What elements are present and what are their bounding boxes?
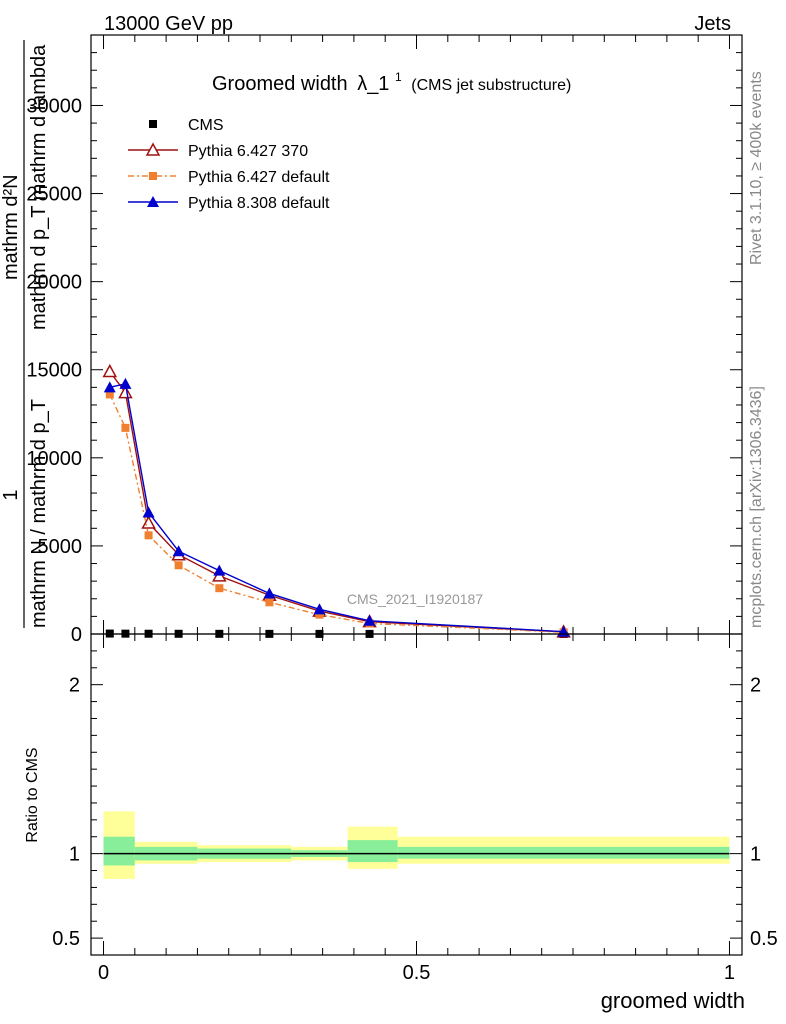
x-tick-label: 0 bbox=[98, 962, 109, 984]
main-y-tick-label: 25000 bbox=[26, 184, 82, 206]
main-y-ticks: 0 5000 10000 15000 20000 25000 30000 bbox=[26, 34, 742, 646]
legend-entry-py8_default: Pythia 8.308 default bbox=[128, 195, 330, 212]
legend-marker bbox=[145, 142, 161, 156]
rivet-info: Rivet 3.1.10, ≥ 400k events bbox=[748, 71, 765, 265]
data-point-py6_default bbox=[144, 531, 153, 540]
series-py6_default bbox=[105, 390, 568, 637]
plot-title-note: (CMS jet substructure) bbox=[411, 77, 571, 94]
ratio-band-inner bbox=[397, 846, 730, 859]
ylabel-prefix: 1 bbox=[0, 489, 22, 500]
ratio-bands bbox=[103, 811, 730, 879]
legend-entry-py6_370: Pythia 6.427 370 bbox=[128, 142, 308, 160]
data-point-py8_default bbox=[263, 587, 276, 599]
header-right: Jets bbox=[694, 13, 731, 35]
data-point-py6_default bbox=[215, 584, 224, 593]
legend-marker bbox=[147, 196, 159, 207]
main-y-tick-label: 15000 bbox=[26, 360, 82, 382]
ylabel-norm: mathrm N / mathrm d p_T bbox=[28, 399, 50, 628]
data-point-py6_default bbox=[315, 610, 324, 619]
header-left: 13000 GeV pp bbox=[104, 13, 233, 35]
main-y-tick-label: 0 bbox=[71, 624, 82, 646]
ratio-y-ticks: 0.5 0.5 1 1 2 2 bbox=[52, 650, 778, 950]
data-point-py8_default bbox=[142, 506, 155, 518]
main-x-ticks bbox=[103, 35, 730, 634]
legend-entry-cms: CMS bbox=[149, 117, 224, 134]
main-y-axis-label: mathrm d²N mathrm d p_T mathrm d lambda … bbox=[0, 40, 50, 628]
data-point-py6_370 bbox=[141, 515, 156, 529]
ratio-band-inner bbox=[103, 836, 135, 866]
ratio-x-ticks: 0 0.5 1 bbox=[98, 634, 735, 984]
ratio-y-tick-label: 1 bbox=[69, 844, 80, 866]
main-y-tick-label: 10000 bbox=[26, 448, 82, 470]
data-point-py6_default bbox=[265, 598, 274, 607]
plot-title-symbol: λ_1 bbox=[357, 73, 389, 95]
data-point-py8_default bbox=[363, 614, 376, 626]
ratio-y-tick-label-right: 1 bbox=[750, 844, 761, 866]
series-py6_370 bbox=[102, 363, 571, 638]
data-point-py6_default bbox=[105, 390, 114, 399]
legend: CMS Pythia 6.427 370 Pythia 6.427 default P… bbox=[128, 117, 330, 212]
ratio-y-tick-label: 0.5 bbox=[52, 928, 80, 950]
data-point-py8_default bbox=[213, 564, 226, 576]
data-point-py8_default bbox=[313, 603, 326, 615]
ratio-y-tick-label: 2 bbox=[69, 675, 80, 697]
legend-label: Pythia 8.308 default bbox=[188, 195, 330, 212]
data-point-py8_default bbox=[103, 381, 116, 393]
ratio-y-axis-label: Ratio to CMS bbox=[24, 747, 41, 842]
data-point-py6_370 bbox=[118, 385, 133, 399]
series-line-py6_370 bbox=[109, 371, 564, 633]
data-point-py6_370 bbox=[102, 363, 118, 378]
series-py8_default bbox=[103, 377, 570, 637]
ylabel-numerator: mathrm d²N bbox=[0, 174, 22, 280]
legend-label: Pythia 6.427 370 bbox=[188, 143, 308, 160]
main-y-tick-label: 20000 bbox=[26, 272, 82, 294]
x-tick-label: 0.5 bbox=[403, 962, 431, 984]
x-tick-label: 1 bbox=[724, 962, 735, 984]
x-axis-label: groomed width bbox=[601, 988, 745, 1013]
data-point-py6_default bbox=[174, 561, 183, 570]
data-point-py8_default bbox=[119, 377, 132, 389]
legend-label: CMS bbox=[188, 117, 224, 134]
series-line-py6_default bbox=[109, 394, 564, 633]
plot-title-sup: 1 bbox=[395, 70, 402, 84]
plot-title: Groomed width λ_1 1 (CMS jet substructur… bbox=[212, 64, 571, 95]
ratio-band-inner bbox=[347, 840, 398, 863]
ratio-y-tick-label-right: 0.5 bbox=[750, 928, 778, 950]
ylabel-denominator: mathrm d p_T mathrm d lambda bbox=[28, 44, 50, 330]
plot-title-main: Groomed width bbox=[212, 73, 348, 95]
mcplots-info: mcplots.cern.ch [arXiv:1306.3436] bbox=[748, 386, 765, 628]
data-point-py8_default bbox=[172, 545, 185, 557]
ratio-plot-frame bbox=[90, 633, 743, 956]
legend-marker bbox=[149, 172, 157, 180]
series-line-py8_default bbox=[109, 382, 564, 633]
analysis-watermark: CMS_2021_I1920187 bbox=[347, 591, 483, 607]
legend-entry-py6_default: Pythia 6.427 default bbox=[128, 169, 330, 186]
legend-label: Pythia 6.427 default bbox=[188, 169, 330, 186]
ratio-y-tick-label-right: 2 bbox=[750, 675, 761, 697]
main-y-tick-label: 5000 bbox=[38, 536, 83, 558]
main-y-tick-label: 30000 bbox=[26, 95, 82, 117]
data-point-py6_default bbox=[121, 423, 130, 432]
main-series bbox=[102, 363, 571, 638]
legend-marker bbox=[149, 120, 157, 128]
